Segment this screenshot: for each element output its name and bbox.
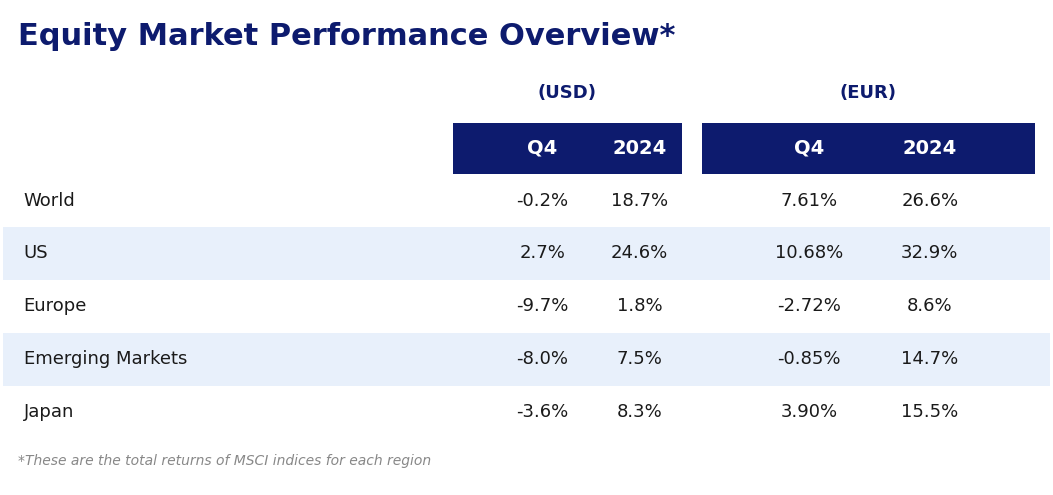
Text: 2024: 2024 <box>902 139 957 158</box>
Text: -0.2%: -0.2% <box>516 192 569 209</box>
Text: Q4: Q4 <box>794 139 824 158</box>
Text: 2.7%: 2.7% <box>519 245 565 262</box>
Text: 2024: 2024 <box>613 139 667 158</box>
FancyBboxPatch shape <box>453 123 681 174</box>
Text: Emerging Markets: Emerging Markets <box>24 350 187 368</box>
Text: 14.7%: 14.7% <box>901 350 958 368</box>
Text: 18.7%: 18.7% <box>611 192 669 209</box>
Text: US: US <box>24 245 48 262</box>
Text: 26.6%: 26.6% <box>901 192 958 209</box>
Text: 24.6%: 24.6% <box>611 245 669 262</box>
Text: 8.6%: 8.6% <box>907 297 953 315</box>
Text: Equity Market Performance Overview*: Equity Market Performance Overview* <box>19 22 676 51</box>
Text: *These are the total returns of MSCI indices for each region: *These are the total returns of MSCI ind… <box>19 454 432 468</box>
Text: 1.8%: 1.8% <box>617 297 662 315</box>
Text: 32.9%: 32.9% <box>901 245 958 262</box>
Text: 7.5%: 7.5% <box>617 350 662 368</box>
FancyBboxPatch shape <box>3 227 1050 280</box>
Text: 8.3%: 8.3% <box>617 403 662 421</box>
FancyBboxPatch shape <box>3 280 1050 333</box>
FancyBboxPatch shape <box>3 386 1050 439</box>
Text: 10.68%: 10.68% <box>775 245 843 262</box>
Text: Q4: Q4 <box>528 139 557 158</box>
FancyBboxPatch shape <box>702 123 1034 174</box>
Text: -9.7%: -9.7% <box>516 297 569 315</box>
Text: -8.0%: -8.0% <box>516 350 569 368</box>
FancyBboxPatch shape <box>3 333 1050 386</box>
Text: -3.6%: -3.6% <box>516 403 569 421</box>
Text: World: World <box>24 192 76 209</box>
Text: (USD): (USD) <box>538 84 597 102</box>
Text: 7.61%: 7.61% <box>780 192 838 209</box>
FancyBboxPatch shape <box>3 174 1050 227</box>
Text: 3.90%: 3.90% <box>780 403 838 421</box>
Text: -0.85%: -0.85% <box>777 350 841 368</box>
Text: Japan: Japan <box>24 403 74 421</box>
Text: Europe: Europe <box>24 297 87 315</box>
Text: -2.72%: -2.72% <box>777 297 841 315</box>
Text: (EUR): (EUR) <box>840 84 897 102</box>
Text: 15.5%: 15.5% <box>901 403 958 421</box>
